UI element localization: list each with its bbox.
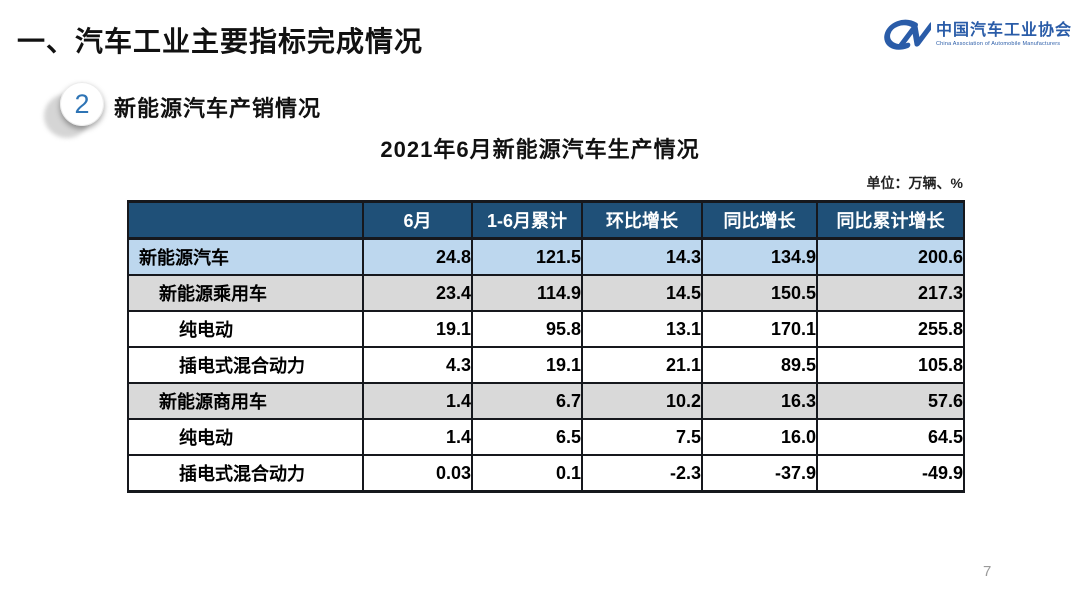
row-value: 255.8 [816, 310, 965, 348]
column-header: 6月 [362, 200, 473, 240]
row-label: 新能源汽车 [127, 237, 364, 276]
row-label: 纯电动 [127, 310, 364, 348]
column-header: 同比累计增长 [816, 200, 965, 240]
table-header-row: 6月 1-6月累计 环比增长 同比增长 同比累计增长 [127, 200, 965, 240]
table-row: 新能源乘用车 23.4 114.9 14.5 150.5 217.3 [127, 274, 965, 312]
row-label: 插电式混合动力 [127, 454, 364, 493]
row-value: 6.5 [471, 418, 583, 456]
row-value: 13.1 [581, 310, 703, 348]
table-row: 纯电动 1.4 6.5 7.5 16.0 64.5 [127, 418, 965, 456]
row-value: 19.1 [471, 346, 583, 384]
table-row: 新能源汽车 24.8 121.5 14.3 134.9 200.6 [127, 237, 965, 276]
row-value: 16.3 [701, 382, 818, 420]
row-value: 57.6 [816, 382, 965, 420]
table-body: 新能源汽车 24.8 121.5 14.3 134.9 200.6 新能源乘用车 23.4 11… [127, 237, 965, 493]
organization-logo: 中国汽车工业协会 China Association of Automobile… [875, 16, 1072, 54]
row-label: 插电式混合动力 [127, 346, 364, 384]
section-number: 2 [74, 88, 90, 119]
row-value: 170.1 [701, 310, 818, 348]
row-value: 14.3 [581, 237, 703, 276]
table-row: 新能源商用车 1.4 6.7 10.2 16.3 57.6 [127, 382, 965, 420]
row-value: 19.1 [362, 310, 473, 348]
row-value: 4.3 [362, 346, 473, 384]
logo-text: 中国汽车工业协会 China Association of Automobile… [935, 21, 1072, 48]
row-value: 95.8 [471, 310, 583, 348]
page-number: 7 [983, 563, 992, 580]
row-value: 23.4 [362, 274, 473, 312]
row-value: 10.2 [581, 382, 703, 420]
table-row: 纯电动 19.1 95.8 13.1 170.1 255.8 [127, 310, 965, 348]
row-value: 1.4 [362, 382, 473, 420]
row-value: 21.1 [581, 346, 703, 384]
row-value: 64.5 [816, 418, 965, 456]
row-value: 14.5 [581, 274, 703, 312]
unit-label: 单位：万辆、% [866, 175, 963, 191]
row-label: 新能源乘用车 [127, 274, 364, 312]
slide-title: 一、汽车工业主要指标完成情况 [17, 26, 424, 57]
row-label: 纯电动 [127, 418, 364, 456]
row-value: 0.1 [471, 454, 583, 493]
nev-production-table: 6月 1-6月累计 环比增长 同比增长 同比累计增长 新能源汽车 24.8 121.5 14.… [127, 200, 965, 493]
table-row: 插电式混合动力 4.3 19.1 21.1 89.5 105.8 [127, 346, 965, 384]
row-value: 134.9 [701, 237, 818, 276]
logo-name-cn: 中国汽车工业协会 [935, 21, 1072, 39]
row-value: -37.9 [701, 454, 818, 493]
table-row: 插电式混合动力 0.03 0.1 -2.3 -37.9 -49.9 [127, 454, 965, 493]
row-value: 6.7 [471, 382, 583, 420]
section-number-badge: 2 [60, 82, 104, 126]
row-label: 新能源商用车 [127, 382, 364, 420]
row-value: 0.03 [362, 454, 473, 493]
column-header-empty [127, 200, 364, 240]
column-header: 环比增长 [581, 200, 703, 240]
row-value: 24.8 [362, 237, 473, 276]
row-value: -49.9 [816, 454, 965, 493]
row-value: 89.5 [701, 346, 818, 384]
row-value: -2.3 [581, 454, 703, 493]
row-value: 121.5 [471, 237, 583, 276]
table-title: 2021年6月新能源汽车生产情况 [380, 137, 700, 162]
section-title: 新能源汽车产销情况 [114, 96, 322, 121]
row-value: 105.8 [816, 346, 965, 384]
row-value: 7.5 [581, 418, 703, 456]
row-value: 16.0 [701, 418, 818, 456]
row-value: 217.3 [816, 274, 965, 312]
logo-name-en: China Association of Automobile Manufact… [935, 40, 1061, 47]
row-value: 114.9 [471, 274, 583, 312]
row-value: 200.6 [816, 237, 965, 276]
column-header: 1-6月累计 [471, 200, 583, 240]
row-value: 1.4 [362, 418, 473, 456]
cam-monogram-icon [884, 19, 931, 50]
column-header: 同比增长 [701, 200, 818, 240]
row-value: 150.5 [701, 274, 818, 312]
